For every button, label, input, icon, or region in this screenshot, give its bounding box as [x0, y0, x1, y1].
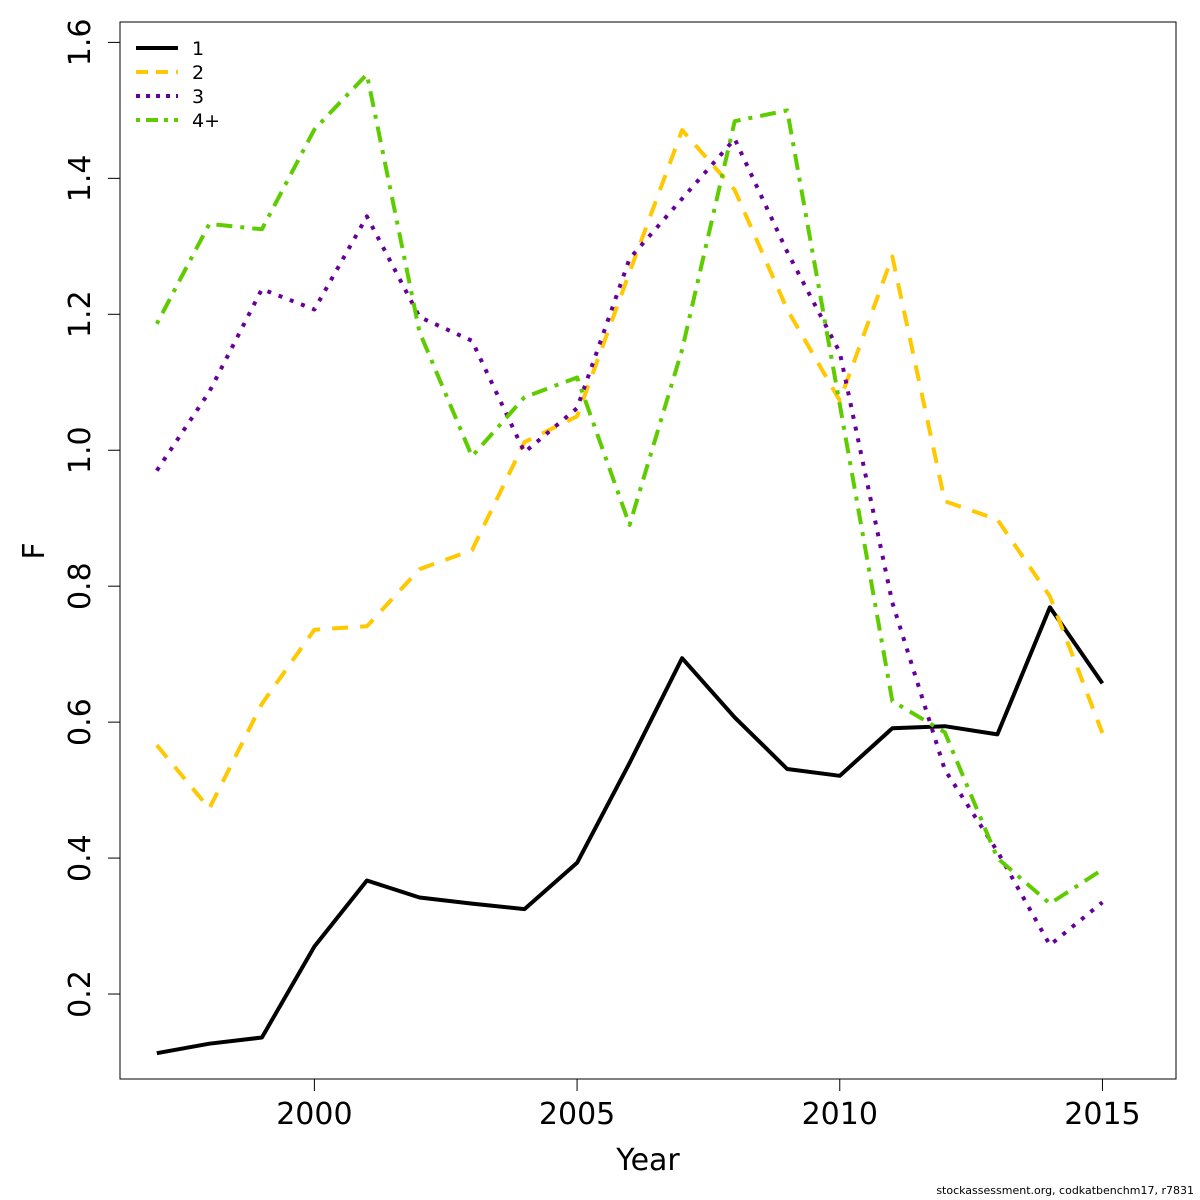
- legend-label: 1: [192, 38, 204, 60]
- y-tick-label: 0.4: [63, 834, 98, 882]
- series-line-1: [156, 605, 1105, 1056]
- y-tick-label: 1.2: [63, 290, 98, 338]
- y-axis: 0.2 0.4 0.6 0.8 1.0 1.2 1.4 1.6: [63, 19, 121, 1018]
- x-axis: 2000 2005 2010 2015: [276, 1078, 1141, 1132]
- x-axis-title: Year: [615, 1143, 680, 1178]
- legend-label: 2: [192, 62, 204, 84]
- footer-credit: stockassessment.org, codkatbenchm17, r78…: [936, 1184, 1194, 1197]
- legend-label: 4+: [192, 110, 220, 132]
- x-tick-label: 2005: [539, 1097, 615, 1132]
- series-layer: [155, 72, 1105, 1056]
- y-axis-title: F: [17, 542, 52, 559]
- x-tick-label: 2010: [802, 1097, 878, 1132]
- series-line-2: [155, 128, 1105, 811]
- y-tick-label: 0.2: [63, 970, 98, 1018]
- y-tick-label: 0.6: [63, 698, 98, 746]
- x-tick-label: 2015: [1064, 1097, 1140, 1132]
- x-tick-label: 2000: [276, 1097, 352, 1132]
- y-tick-label: 1.4: [63, 154, 98, 202]
- y-tick-label: 1.0: [63, 426, 98, 474]
- y-tick-label: 1.6: [63, 19, 98, 67]
- legend-label: 3: [192, 86, 204, 108]
- series-line-3: [155, 136, 1104, 948]
- y-tick-label: 0.8: [63, 562, 98, 610]
- series-line-4plus: [155, 72, 1104, 906]
